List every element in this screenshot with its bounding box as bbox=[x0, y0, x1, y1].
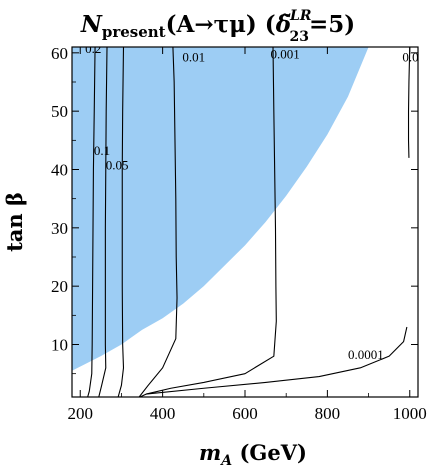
contour-label-0.1: 0.1 bbox=[94, 143, 110, 158]
contour-label-0.2: 0.2 bbox=[85, 41, 101, 56]
contour-line-0.000 bbox=[407, 47, 411, 158]
contour-line-0.2 bbox=[87, 47, 96, 397]
contour-labels: 0.2 0.10.05 0.01 0.001 0.0001 0.000 bbox=[85, 41, 431, 362]
title-delta-sup: LR bbox=[289, 8, 311, 24]
y-tick-label: 40 bbox=[51, 161, 68, 180]
title-main: N bbox=[80, 11, 103, 38]
chart-title: Npresent(A→τμ) (δ̃LR 23=5) bbox=[80, 8, 355, 45]
contour-line-0.0001 bbox=[146, 326, 408, 395]
contour-line-0.05 bbox=[117, 47, 125, 397]
x-tick-label: 600 bbox=[232, 404, 258, 423]
x-axis-unit: (GeV) bbox=[232, 440, 307, 465]
y-axis-label: tan β bbox=[2, 192, 27, 252]
contour-line-0.001 bbox=[139, 47, 277, 397]
title-delta: δ̃ bbox=[275, 11, 291, 38]
plot-area bbox=[72, 47, 411, 397]
x-tick-label: 200 bbox=[67, 404, 93, 423]
contour-label-0.01: 0.01 bbox=[182, 50, 205, 65]
x-tick-label: 400 bbox=[150, 404, 176, 423]
x-tick-label: 800 bbox=[315, 404, 341, 423]
title-sub-main: present bbox=[102, 23, 166, 41]
x-tick-label: 1000 bbox=[393, 404, 427, 423]
contour-lines bbox=[87, 47, 411, 397]
contour-line-0.1 bbox=[98, 47, 108, 397]
title-process: (A→τμ) ( bbox=[166, 11, 276, 38]
axis-ticks bbox=[72, 47, 418, 397]
allowed-region bbox=[72, 47, 369, 371]
contour-label-0.001: 0.001 bbox=[271, 47, 300, 62]
x-axis-sub: A bbox=[219, 453, 232, 469]
x-axis-label: mA (GeV) bbox=[199, 440, 307, 469]
y-tick-label: 20 bbox=[51, 277, 68, 296]
y-tick-label: 50 bbox=[51, 102, 68, 121]
y-tick-label: 30 bbox=[51, 219, 68, 238]
axis-tick-labels: 200 400 600 800 1000 10 20 30 40 50 60 bbox=[51, 44, 427, 423]
contour-line-0.01 bbox=[138, 47, 178, 397]
y-tick-label: 60 bbox=[51, 44, 68, 63]
title-delta-sub: 23 bbox=[290, 29, 309, 45]
contour-label-0.000: 0.000 bbox=[402, 50, 431, 65]
contour-label-0.0001: 0.0001 bbox=[348, 347, 384, 362]
contour-label-0.05: 0.05 bbox=[106, 158, 129, 173]
y-tick-label: 10 bbox=[51, 336, 68, 355]
x-axis-var: m bbox=[199, 440, 221, 465]
title-tail: =5) bbox=[309, 11, 355, 38]
